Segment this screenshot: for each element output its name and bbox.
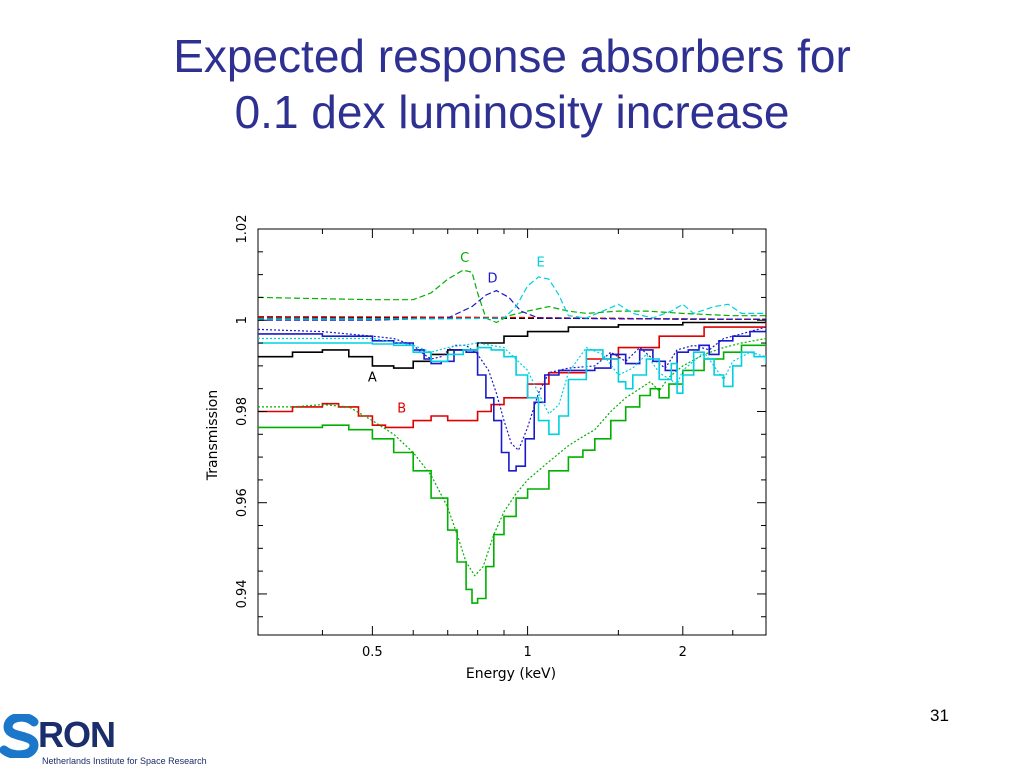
series-line-a-solid — [258, 321, 766, 369]
page-number: 31 — [930, 706, 949, 725]
series-line-model-dashed — [258, 289, 766, 321]
plot-area — [257, 228, 767, 636]
y-tick-label: 0.98 — [235, 397, 250, 426]
x-tick-label: 2 — [679, 645, 687, 660]
x-tick-label: 1 — [523, 645, 531, 660]
series-line-model-dashed — [258, 269, 766, 324]
slide-title: Expected response absorbers for 0.1 dex … — [0, 28, 1024, 140]
series-line-model-dotted — [258, 337, 766, 415]
y-axis-label: Transmission — [205, 390, 221, 481]
sron-logo: RON Netherlands Institute for Space Rese… — [0, 712, 230, 768]
y-tick-label: 0.96 — [235, 488, 250, 517]
y-tick-label: 1.02 — [235, 215, 250, 244]
sron-s-mark-icon — [0, 714, 39, 758]
series-line-c-solid — [258, 340, 766, 604]
series-label-d: D — [488, 271, 498, 286]
logo-subtitle: Netherlands Institute for Space Research — [42, 756, 207, 766]
series-label-c: C — [460, 251, 469, 266]
y-tick-label: 1 — [235, 316, 250, 324]
series-line-b-solid — [258, 322, 766, 429]
axes-layer: 0.94 0.96 0.98 1 1.02 0.5 1 2 — [235, 215, 766, 660]
slide-title-line-1: Expected response absorbers for — [173, 30, 851, 82]
transmission-chart: A B C D E 0.94 0.96 0.98 1 1.02 0.5 1 2 Energy (keV… — [205, 215, 767, 682]
plot-frame — [257, 228, 767, 636]
x-axis-label: Energy (keV) — [466, 666, 556, 682]
series-label-b: B — [397, 401, 406, 416]
series-label-e: E — [537, 255, 545, 270]
series-line-model-dashed — [258, 316, 766, 320]
series-line-model-dotted — [258, 326, 766, 452]
slide-title-line-2: 0.1 dex luminosity increase — [234, 86, 790, 138]
y-tick-label: 0.94 — [235, 579, 250, 608]
series-label-a: A — [368, 370, 377, 385]
series-line-e-solid — [258, 342, 766, 436]
logo-wordmark: RON — [38, 714, 116, 755]
series-line-model-dashed — [258, 276, 766, 320]
series-line-model-dotted — [258, 337, 766, 577]
x-tick-label: 0.5 — [362, 645, 383, 660]
series-layer: A B C D E — [258, 251, 766, 604]
